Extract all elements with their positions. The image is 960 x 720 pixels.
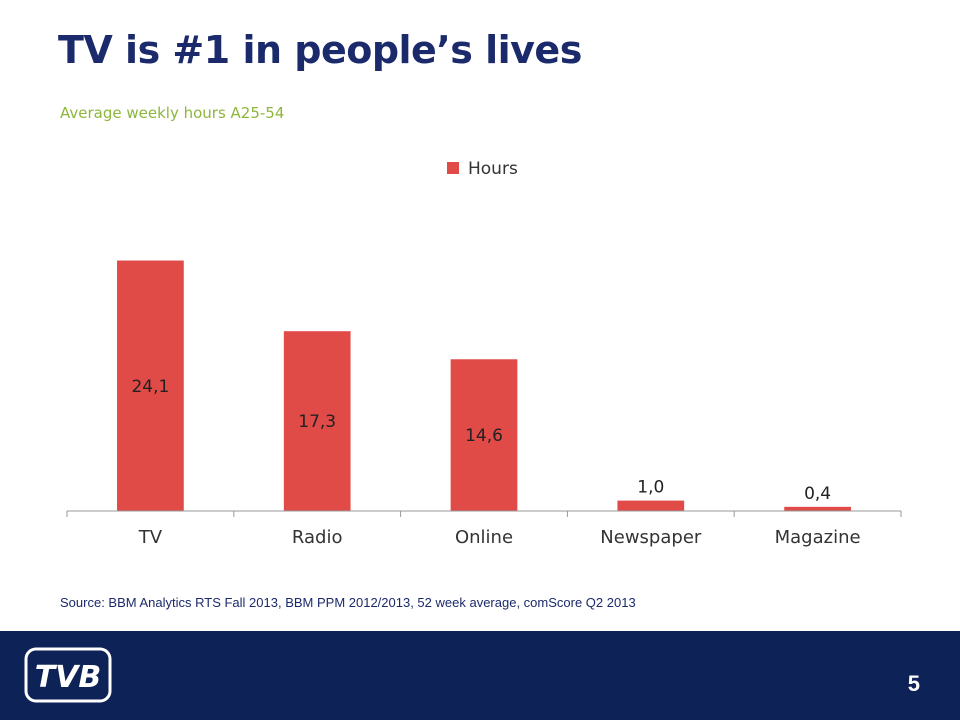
- x-tick-label: Magazine: [775, 527, 861, 548]
- bar-tv: [117, 260, 184, 511]
- bars-group: [117, 260, 851, 511]
- x-tick-label: Online: [455, 527, 513, 548]
- data-label: 17,3: [298, 412, 336, 432]
- x-tick-label: Newspaper: [600, 527, 702, 548]
- page-title: TV is #1 in people’s lives: [58, 28, 582, 72]
- legend-swatch: [447, 162, 459, 174]
- data-label: 1,0: [637, 478, 664, 498]
- bar-online: [450, 359, 518, 511]
- data-label: 14,6: [465, 426, 503, 446]
- x-tick-label: TV: [138, 527, 163, 548]
- x-axis-labels: TV Radio Online Newspaper Magazine: [138, 527, 861, 548]
- footer-bar: TVB 5: [0, 631, 960, 720]
- bar-chart: Hours TV Radio Online Newspaper Magazine 24,…: [66, 159, 902, 548]
- bar-radio: [283, 331, 351, 511]
- data-label: 0,4: [804, 484, 831, 504]
- data-label: 24,1: [131, 377, 169, 397]
- bar-newspaper: [617, 500, 685, 511]
- source-note: Source: BBM Analytics RTS Fall 2013, BBM…: [60, 595, 636, 610]
- x-tick-label: Radio: [292, 527, 343, 548]
- data-labels-group: 24,1 17,3 14,6 1,0 0,4: [131, 377, 831, 504]
- chart-subtitle: Average weekly hours A25-54: [60, 104, 285, 122]
- x-axis-ticks: [66, 511, 902, 517]
- legend-label: Hours: [468, 159, 518, 179]
- svg-text:TVB: TVB: [35, 660, 102, 695]
- bar-magazine: [784, 506, 851, 511]
- page-number: 5: [907, 671, 920, 696]
- tvb-logo-icon: TVB: [24, 647, 112, 703]
- legend: Hours: [447, 159, 518, 179]
